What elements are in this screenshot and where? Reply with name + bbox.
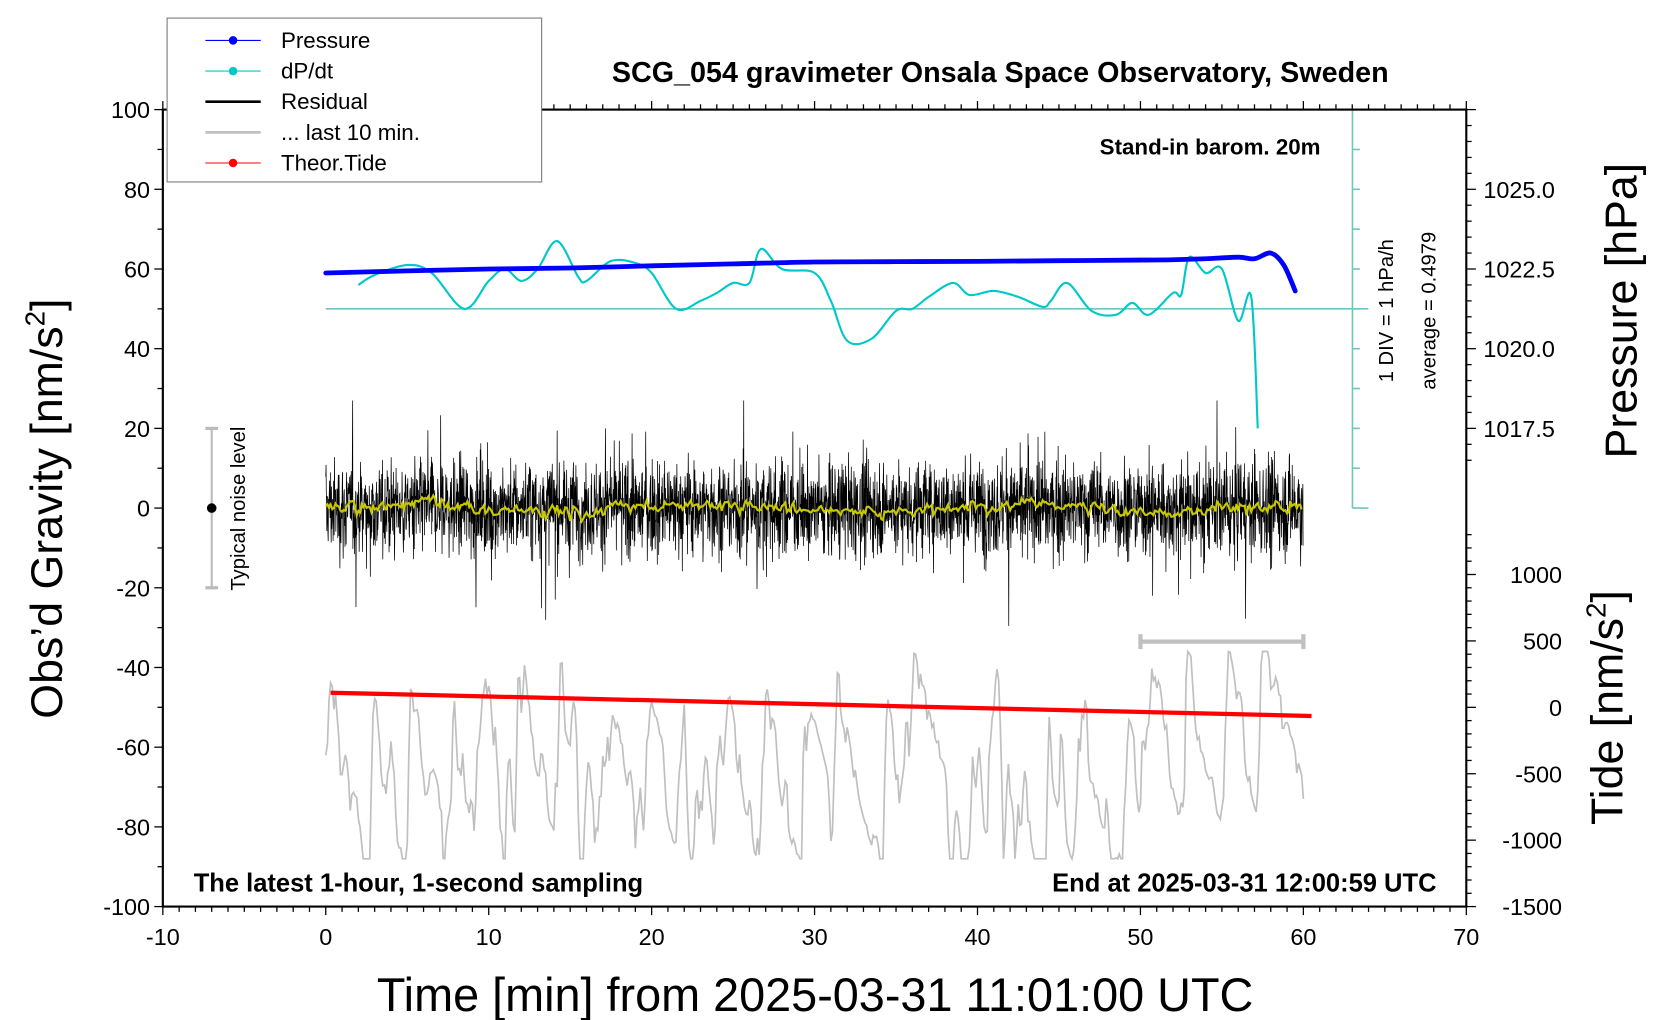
tide-label-sup: 2: [1581, 603, 1612, 618]
legend-label: Pressure: [281, 28, 370, 53]
residual-line: [325, 400, 1304, 626]
x-tick-label: 20: [639, 924, 665, 950]
y-tick-label: 40: [124, 336, 150, 362]
tide-label-end: ]: [1584, 590, 1633, 602]
pressure-tick-label: 1025.0: [1483, 177, 1555, 203]
series-layer: [205, 108, 1369, 862]
last-10-min-line: [324, 649, 1305, 862]
legend-marker: [228, 158, 238, 168]
y-tick-label: -20: [116, 575, 150, 601]
smoothed-residual-line: [324, 493, 1303, 525]
tide-tick-label: 1000: [1510, 562, 1562, 588]
barometer-note: Stand-in barom. 20m: [1100, 134, 1321, 159]
tide-axis-label: Tide [nm/s2]: [1581, 590, 1633, 825]
pressure-tick-label: 1022.5: [1483, 257, 1555, 283]
chart-title: SCG_054 gravimeter Onsala Space Observat…: [612, 57, 1389, 89]
tide-tick-label: -1500: [1502, 894, 1562, 920]
y-tick-label: -100: [103, 894, 150, 920]
pressure-line: [323, 250, 1298, 294]
x-tick-label: 70: [1453, 924, 1479, 950]
legend-label: ... last 10 min.: [281, 120, 420, 145]
y-tick-label: 60: [124, 257, 150, 283]
tide-tick-label: -500: [1515, 761, 1562, 787]
y-tick-label: 80: [124, 177, 150, 203]
pressure-tick-label: 1020.0: [1483, 336, 1555, 362]
y-tick-label: 0: [137, 496, 150, 522]
y-label-left-end: ]: [23, 299, 72, 311]
noise-level-dot: [206, 503, 217, 513]
tide-tick-label: 500: [1523, 628, 1562, 654]
y-tick-label: -60: [116, 735, 150, 761]
y-axis-label-left: Obs’d Gravity [nm/s2]: [20, 299, 72, 719]
dpdt-average-label: average = 0.4979: [1418, 232, 1440, 390]
pressure-tick-label: 1017.5: [1483, 416, 1555, 442]
legend: Pressure dP/dt Residual ... last 10 min. The…: [166, 17, 543, 183]
legend-marker: [228, 36, 238, 45]
x-tick-label: 10: [476, 924, 502, 950]
x-tick-label: 40: [964, 924, 990, 950]
x-tick-label: -10: [146, 924, 180, 950]
pressure-axis-label: Pressure [hPa]: [1598, 163, 1647, 459]
y-tick-label: -40: [116, 655, 150, 681]
x-tick-label: 60: [1290, 924, 1316, 950]
y-tick-label: -80: [116, 814, 150, 840]
legend-label: Theor.Tide: [281, 150, 387, 175]
y-label-left-sup: 2: [20, 311, 51, 326]
plot-frame: [161, 108, 1468, 908]
y-tick-label: 100: [111, 97, 150, 123]
y-tick-label: 20: [124, 416, 150, 442]
legend-label: dP/dt: [281, 59, 334, 84]
y-label-left-text: Obs’d Gravity [nm/s: [23, 326, 72, 718]
end-time-note: End at 2025-03-31 12:00:59 UTC: [1052, 870, 1436, 898]
legend-marker: [228, 66, 238, 76]
legend-box: [166, 17, 543, 183]
tide-tick-label: 0: [1549, 695, 1562, 721]
x-axis-label: Time [min] from 2025-03-31 11:01:00 UTC: [377, 969, 1254, 1020]
axis-ticks: -10 0 10 20 30 40 50 60 70100806040200-20-40-60-…: [103, 97, 1562, 950]
sampling-note: The latest 1-hour, 1-second sampling: [194, 870, 643, 898]
x-tick-label: 50: [1127, 924, 1153, 950]
tide-label-text: Tide [nm/s: [1584, 618, 1633, 825]
x-tick-label: 0: [319, 924, 332, 950]
dpdt-scale-label: 1 DIV = 1 hPa/h: [1376, 239, 1398, 382]
tide-tick-label: -1000: [1502, 828, 1562, 854]
noise-level-label: Typical noise level: [228, 427, 250, 591]
tide-line: [330, 690, 1312, 719]
legend-label: Residual: [281, 89, 368, 114]
x-tick-label: 30: [802, 924, 828, 950]
